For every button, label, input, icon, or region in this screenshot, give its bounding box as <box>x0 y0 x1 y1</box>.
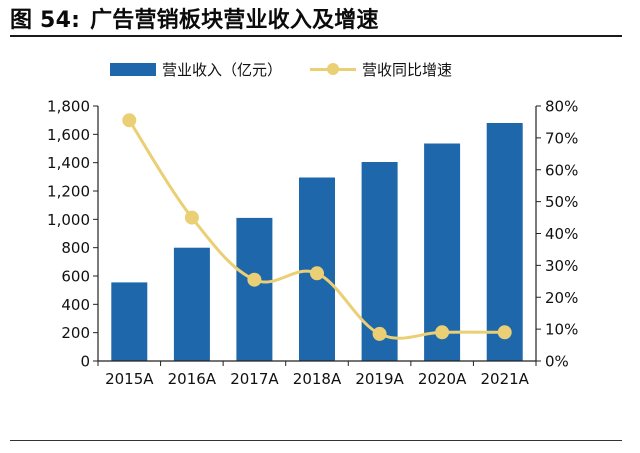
footer-divider <box>10 440 622 441</box>
x-tick-label: 2019A <box>355 370 404 388</box>
left-tick-label: 400 <box>61 296 90 314</box>
figure-caption: 广告营销板块营业收入及增速 <box>90 8 379 33</box>
legend-label-revenue: 营业收入（亿元） <box>162 60 283 79</box>
x-tick-label: 2016A <box>168 370 217 388</box>
right-tick-label: 10% <box>545 321 578 339</box>
growth-point-2018A <box>310 266 324 281</box>
right-tick-label: 50% <box>545 193 578 211</box>
legend-item-revenue: 营业收入（亿元） <box>110 59 282 80</box>
bar-2016A <box>173 247 210 361</box>
left-tick-label: 1,400 <box>47 154 90 172</box>
growth-point-2016A <box>184 210 199 225</box>
left-tick-label: 1,800 <box>47 98 90 116</box>
figure-title: 图 54: 广告营销板块营业收入及增速 <box>10 3 630 33</box>
growth-point-2019A <box>372 326 387 341</box>
right-tick-label: 20% <box>545 289 578 307</box>
right-tick-label: 70% <box>545 129 578 147</box>
x-tick-label: 2020A <box>418 370 467 388</box>
growth-point-2021A <box>497 325 512 340</box>
left-tick-label: 800 <box>61 239 90 257</box>
left-tick-label: 200 <box>61 324 90 342</box>
chart-legend: 营业收入（亿元） 营收同比增速 <box>110 59 452 80</box>
left-tick-label: 1,200 <box>47 183 90 201</box>
right-tick-label: 30% <box>545 257 578 275</box>
bar-2017A <box>236 217 273 361</box>
right-tick-label: 40% <box>545 225 578 243</box>
left-tick-label: 0 <box>80 353 90 371</box>
left-tick-label: 1,000 <box>47 211 90 229</box>
x-tick-label: 2021A <box>480 370 529 388</box>
bar-2021A <box>486 123 523 361</box>
right-tick-label: 80% <box>545 98 578 116</box>
growth-point-2015A <box>122 113 137 128</box>
right-tick-label: 60% <box>545 161 578 179</box>
bar-2020A <box>424 143 461 361</box>
growth-point-2020A <box>435 325 450 340</box>
title-divider <box>10 35 622 37</box>
left-tick-label: 1,600 <box>47 126 90 144</box>
x-tick-label: 2018A <box>293 370 342 388</box>
left-tick-label: 600 <box>61 268 90 286</box>
legend-item-growth: 营收同比增速 <box>310 59 452 80</box>
x-tick-label: 2015A <box>105 370 154 388</box>
legend-label-growth: 营收同比增速 <box>362 60 453 79</box>
figure-number: 图 54: <box>10 8 81 33</box>
x-tick-label: 2017A <box>230 370 279 388</box>
legend-line-swatch <box>310 62 357 76</box>
right-tick-label: 0% <box>545 353 569 371</box>
growth-point-2017A <box>247 272 262 287</box>
bar-2015A <box>111 282 148 361</box>
legend-bar-swatch <box>110 62 156 76</box>
